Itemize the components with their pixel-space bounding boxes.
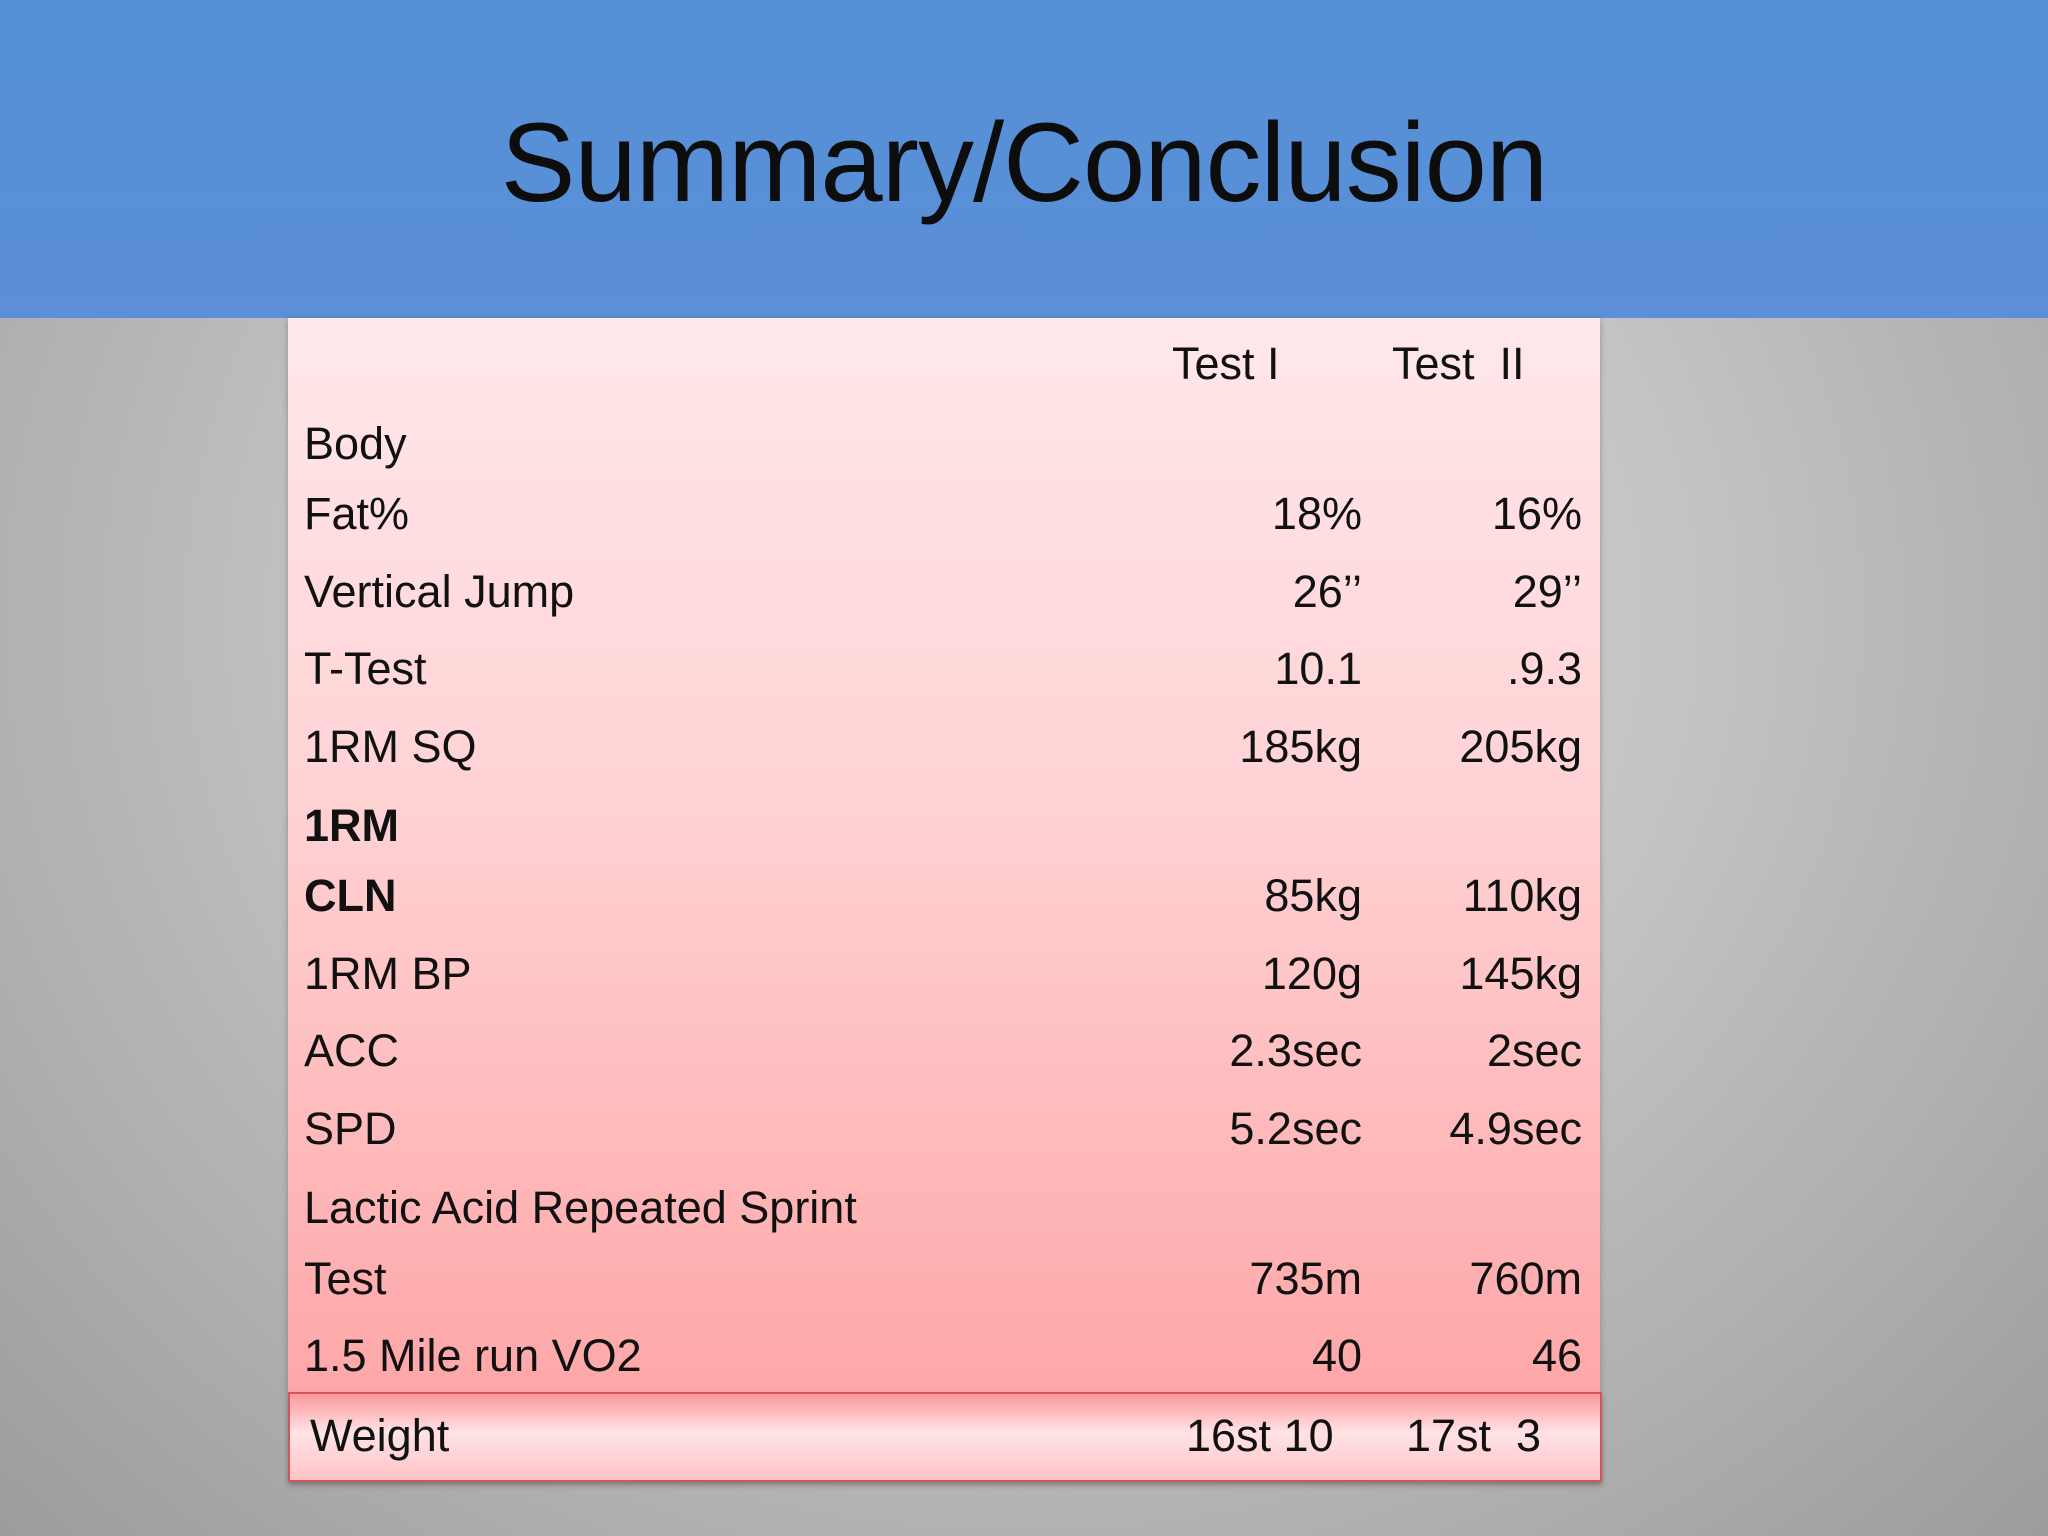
cell-cln-test-2: 110kg [1462,870,1582,921]
cell-1rm-sq-test-1: 185kg [1239,721,1362,772]
cell-vo2-test-1: 40 [1311,1330,1362,1381]
cell-1rm-bp-test-2: 145kg [1459,948,1582,999]
cell-vertical-jump-test-2: 29’’ [1512,566,1582,617]
row-label-vertical-jump: Vertical Jump [304,566,575,617]
row-label-body: Body [304,418,407,469]
row-label-lactic-acid: Lactic Acid Repeated Sprint [304,1182,857,1233]
row-label-1rm-sq: 1RM SQ [304,721,477,772]
row-label-acc: ACC [304,1025,400,1076]
cell-cln-test-1: 85kg [1264,870,1362,921]
row-label-1rm: 1RM [304,800,400,851]
row-label-1rm-bp: 1RM BP [304,948,472,999]
row-label-fat: Fat% [304,488,410,539]
cell-1rm-bp-test-1: 120g [1261,948,1362,999]
cell-spd-test-2: 4.9sec [1449,1103,1582,1154]
slide-header [0,0,2048,318]
cell-test-test-1: 735m [1249,1253,1362,1304]
column-header-test-2: Test II [1392,338,1525,389]
column-header-test-1: Test I [1172,338,1280,389]
row-label-spd: SPD [304,1103,397,1154]
cell-acc-test-2: 2sec [1486,1025,1582,1076]
cell-vertical-jump-test-1: 26’’ [1292,566,1362,617]
weight-row: Weight 16st 10 17st 3 [288,1392,1602,1482]
cell-acc-test-1: 2.3sec [1229,1025,1362,1076]
row-label-test: Test [304,1253,387,1304]
row-label-weight: Weight [310,1410,450,1461]
cell-test-test-2: 760m [1469,1253,1582,1304]
cell-t-test-test-2: .9.3 [1506,643,1582,694]
slide-title: Summary/Conclusion [500,100,1548,225]
row-label-cln: CLN [304,870,397,921]
cell-t-test-test-1: 10.1 [1274,643,1362,694]
row-label-t-test: T-Test [304,643,427,694]
cell-spd-test-1: 5.2sec [1229,1103,1362,1154]
cell-weight-test-2: 17st 3 [1406,1410,1542,1461]
cell-1rm-sq-test-2: 205kg [1459,721,1582,772]
results-table: Test I Test II Body Fat% 18% 16% Vertica… [288,318,1600,1392]
cell-fat-test-1: 18% [1271,488,1362,539]
cell-fat-test-2: 16% [1491,488,1582,539]
row-label-vo2: 1.5 Mile run VO2 [304,1330,642,1381]
cell-weight-test-1: 16st 10 [1186,1410,1334,1461]
cell-vo2-test-2: 46 [1531,1330,1582,1381]
